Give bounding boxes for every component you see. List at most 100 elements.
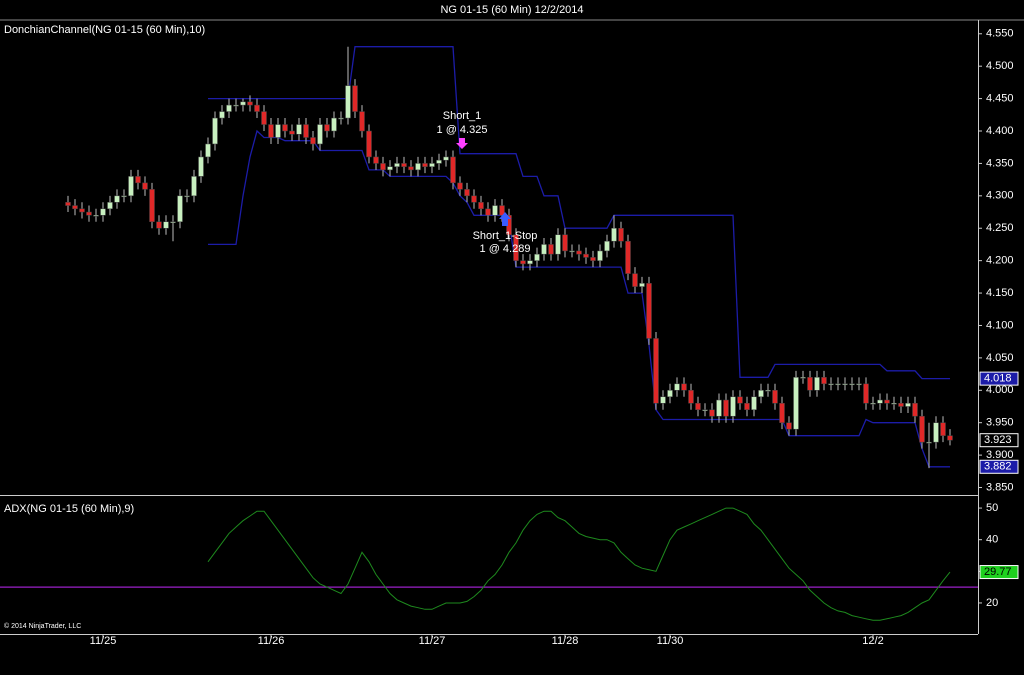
candle-body [198,156,204,177]
candle-body [443,156,449,161]
y-tick-label: 4.050 [986,352,1014,364]
candle-body [380,163,386,171]
y-tick-label: 50 [986,502,998,514]
y-tick-label: 4.100 [986,319,1014,331]
candle-body [65,202,71,206]
trade-arrow [456,138,468,149]
candle-body [72,205,78,210]
candle-body [520,260,526,265]
candle-body [758,390,764,398]
candle-body [912,403,918,417]
y-tick-label: 3.850 [986,481,1014,493]
price-marker [979,371,1019,386]
x-tick-label: 11/26 [258,635,285,647]
y-tick-label: 4.500 [986,60,1014,72]
candle-body [219,111,225,119]
candle-body [282,124,288,132]
candle-body [765,390,771,392]
x-tick-label: 11/30 [657,635,684,647]
candle-body [625,240,631,274]
candle-body [324,124,330,132]
candle-body [359,111,365,132]
candle-body [667,390,673,398]
candle-body [170,221,176,224]
candle-body [121,195,127,198]
candle-body [856,383,862,386]
candle-body [863,383,869,404]
candle-body [261,111,267,125]
candle-body [387,166,393,171]
candle-body [702,409,708,411]
candle-body [499,205,505,216]
candle-body [149,189,155,223]
candle-body [562,234,568,252]
candle-body [674,383,680,391]
candle-body [730,396,736,417]
candle-body [947,435,953,441]
price-marker-label: 4.018 [984,373,1012,385]
candle-body [835,383,841,386]
candle-body [457,182,463,190]
candle-body [401,163,407,167]
candle-body [93,215,99,217]
candle-body [100,208,106,216]
x-tick-label: 11/28 [552,635,579,647]
candle-body [611,227,617,242]
y-tick-label: 4.000 [986,384,1014,396]
candle-body [800,377,806,379]
candle-body [814,377,820,391]
candle-body [513,234,519,261]
candle-body [583,253,589,258]
annotation: Short_1-Stop [473,230,538,242]
y-tick-label: 4.450 [986,93,1014,105]
candle-body [163,221,169,229]
candle-body [786,422,792,430]
candle-body [905,403,911,407]
candle-body [576,250,582,255]
candle-body [842,383,848,386]
candle-body [793,377,799,430]
candle-body [177,195,183,223]
x-tick-label: 11/25 [90,635,117,647]
candle-body [142,182,148,190]
candle-body [751,396,757,410]
candle-body [891,403,897,405]
candle-body [226,104,232,112]
candle-body [422,163,428,167]
candle-body [884,399,890,404]
candle-body [569,250,575,253]
candle-body [646,283,652,339]
channel-line [208,129,950,468]
x-tick-label: 11/27 [419,635,446,647]
candle-body [695,403,701,410]
candle-body [688,390,694,404]
candle-body [716,399,722,417]
candle-body [723,399,729,417]
candle-body [184,195,190,198]
candle-body [338,117,344,120]
y-tick-label: 4.350 [986,157,1014,169]
candle-body [394,163,400,167]
price-marker [979,565,1019,580]
annotation: 1 @ 4.325 [437,124,488,136]
y-tick-label: 4.550 [986,28,1014,40]
candle-body [128,176,134,197]
annotation: 1 @ 4.289 [480,243,531,255]
candle-body [828,383,834,386]
candle-body [527,260,533,265]
candle-body [268,124,274,138]
candle-body [940,422,946,436]
price-marker [979,433,1019,448]
candle-body [275,124,281,138]
y-tick-label: 20 [986,597,998,609]
chart-title: NG 01-15 (60 Min) 12/2/2014 [440,4,583,16]
candle-body [345,85,351,119]
adx-line [207,507,951,621]
candle-body [681,383,687,391]
copyright: © 2014 NinjaTrader, LLC [4,622,81,630]
y-tick-label: 3.950 [986,417,1014,429]
candle-body [310,137,316,145]
candle-body [471,195,477,203]
candle-body [492,205,498,216]
candle-body [331,117,337,132]
